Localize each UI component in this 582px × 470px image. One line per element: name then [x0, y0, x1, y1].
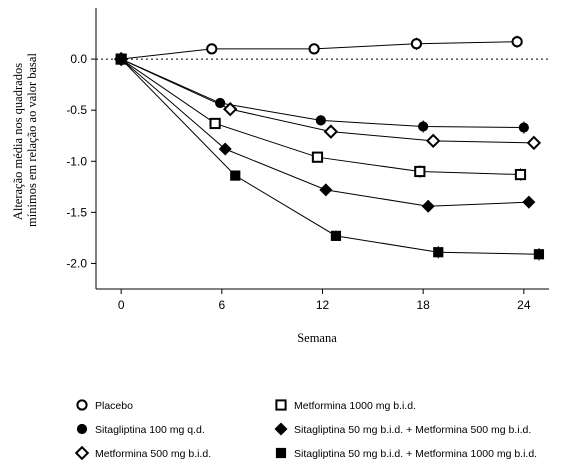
- data-point: [533, 249, 545, 260]
- legend-label: Placebo: [95, 400, 133, 412]
- data-point: [514, 168, 527, 181]
- legend-label: Metformina 1000 mg b.i.d.: [294, 400, 416, 412]
- series-3: [113, 51, 542, 151]
- x-tick-label: 6: [218, 298, 225, 312]
- legend-item: Placebo: [76, 399, 133, 412]
- data-point: [319, 183, 333, 197]
- data-point: [218, 142, 232, 156]
- legend-label: Sitagliptina 50 mg b.i.d. + Metformina 5…: [294, 424, 531, 436]
- series-2: [116, 53, 529, 134]
- data-point: [330, 230, 342, 241]
- data-point: [414, 165, 426, 178]
- y-tick-label: -2.0: [66, 256, 87, 270]
- legend-item: Metformina 1000 mg b.i.d.: [275, 399, 416, 412]
- data-point: [223, 101, 238, 117]
- data-point: [230, 170, 241, 181]
- legend-marker: [274, 422, 288, 436]
- legend-label: Metformina 500 mg b.i.d.: [95, 448, 211, 460]
- data-point: [526, 135, 542, 151]
- legend: Placebo Sitagliptina 100 mg q.d. Metformin…: [74, 399, 537, 461]
- legend-item: Metformina 500 mg b.i.d.: [74, 445, 211, 461]
- x-axis-title: Semana: [297, 331, 337, 345]
- x-tick-label: 18: [416, 298, 430, 312]
- data-point: [426, 133, 441, 149]
- data-point: [206, 43, 218, 55]
- legend-marker: [275, 447, 287, 459]
- x-tick-label: 12: [316, 298, 330, 312]
- y-tick-label: -0.5: [66, 103, 87, 117]
- y-tick-label: -1.0: [66, 154, 87, 168]
- data-point: [315, 115, 326, 126]
- legend-label: Sitagliptina 100 mg q.d.: [95, 424, 205, 436]
- legend-marker: [74, 445, 90, 461]
- ticks: 0.0 -0.5 -1.0 -1.5 -2.0 0 6 12 18 24: [66, 52, 531, 312]
- data-point: [511, 36, 523, 48]
- legend-marker: [275, 399, 287, 411]
- legend-label: Sitagliptina 50 mg b.i.d. + Metformina 1…: [294, 448, 537, 460]
- legend-marker: [76, 423, 88, 435]
- axes: [95, 8, 549, 290]
- data-point: [410, 38, 423, 50]
- y-axis-title-line-2: mínimos em relação ao valor basal: [25, 53, 39, 227]
- series-6: [116, 53, 545, 261]
- legend-marker: [76, 399, 88, 411]
- data-point: [116, 53, 127, 65]
- x-tick-label: 0: [118, 298, 125, 312]
- y-axis-title-line-1: Alteração média nos quadrados: [11, 63, 25, 220]
- data-point: [209, 117, 221, 130]
- y-tick-label: -1.5: [66, 205, 87, 219]
- data-point: [421, 199, 435, 213]
- data-point: [418, 121, 429, 132]
- x-tick-label: 24: [517, 298, 531, 312]
- data-point: [323, 124, 339, 139]
- data-point: [311, 151, 324, 163]
- data-point: [433, 247, 444, 258]
- data-point: [308, 43, 320, 55]
- y-tick-label: 0.0: [70, 52, 87, 66]
- legend-item: Sitagliptina 50 mg b.i.d. + Metformina 1…: [275, 447, 537, 460]
- data-point: [522, 195, 536, 209]
- legend-item: Sitagliptina 50 mg b.i.d. + Metformina 5…: [274, 422, 531, 436]
- series-layer: [113, 35, 545, 261]
- y-axis-title: Alteração média nos quadrados mínimos em…: [11, 53, 39, 227]
- legend-item: Sitagliptina 100 mg q.d.: [76, 423, 205, 436]
- data-point: [518, 122, 529, 133]
